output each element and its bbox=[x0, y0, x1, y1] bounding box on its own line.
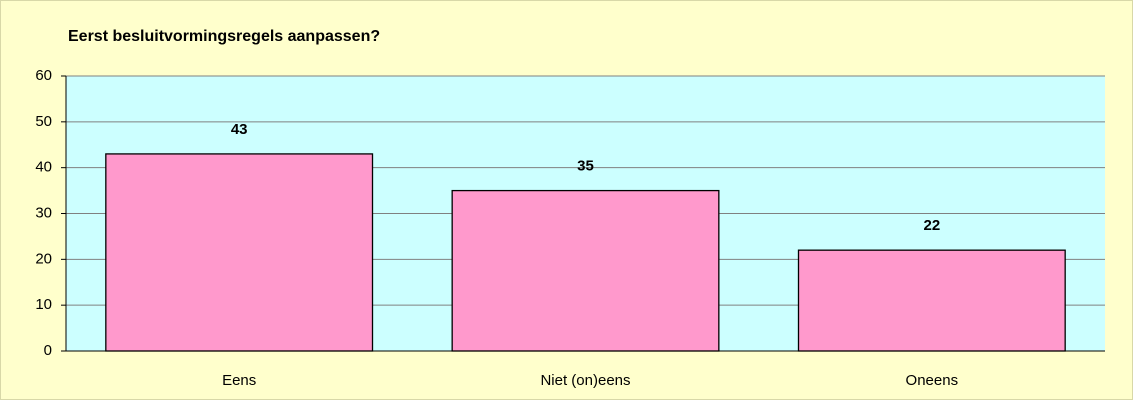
y-tick-label: 20 bbox=[35, 250, 52, 267]
y-tick-label: 30 bbox=[35, 204, 52, 221]
x-tick-label: Niet (on)eens bbox=[540, 372, 630, 389]
x-tick-label: Eens bbox=[222, 372, 256, 389]
chart-title: Eerst besluitvormingsregels aanpassen? bbox=[68, 28, 380, 45]
bar bbox=[105, 153, 374, 352]
y-tick-label: 60 bbox=[35, 67, 52, 84]
bar bbox=[451, 189, 720, 352]
data-label: 35 bbox=[577, 158, 594, 175]
data-label: 22 bbox=[923, 217, 940, 234]
y-tick-label: 10 bbox=[35, 296, 52, 313]
bar bbox=[797, 249, 1066, 352]
x-tick-label: Oneens bbox=[906, 372, 959, 389]
y-tick-label: 0 bbox=[44, 342, 52, 359]
y-tick-label: 40 bbox=[35, 159, 52, 176]
y-tick-label: 50 bbox=[35, 113, 52, 130]
data-label: 43 bbox=[231, 121, 248, 138]
